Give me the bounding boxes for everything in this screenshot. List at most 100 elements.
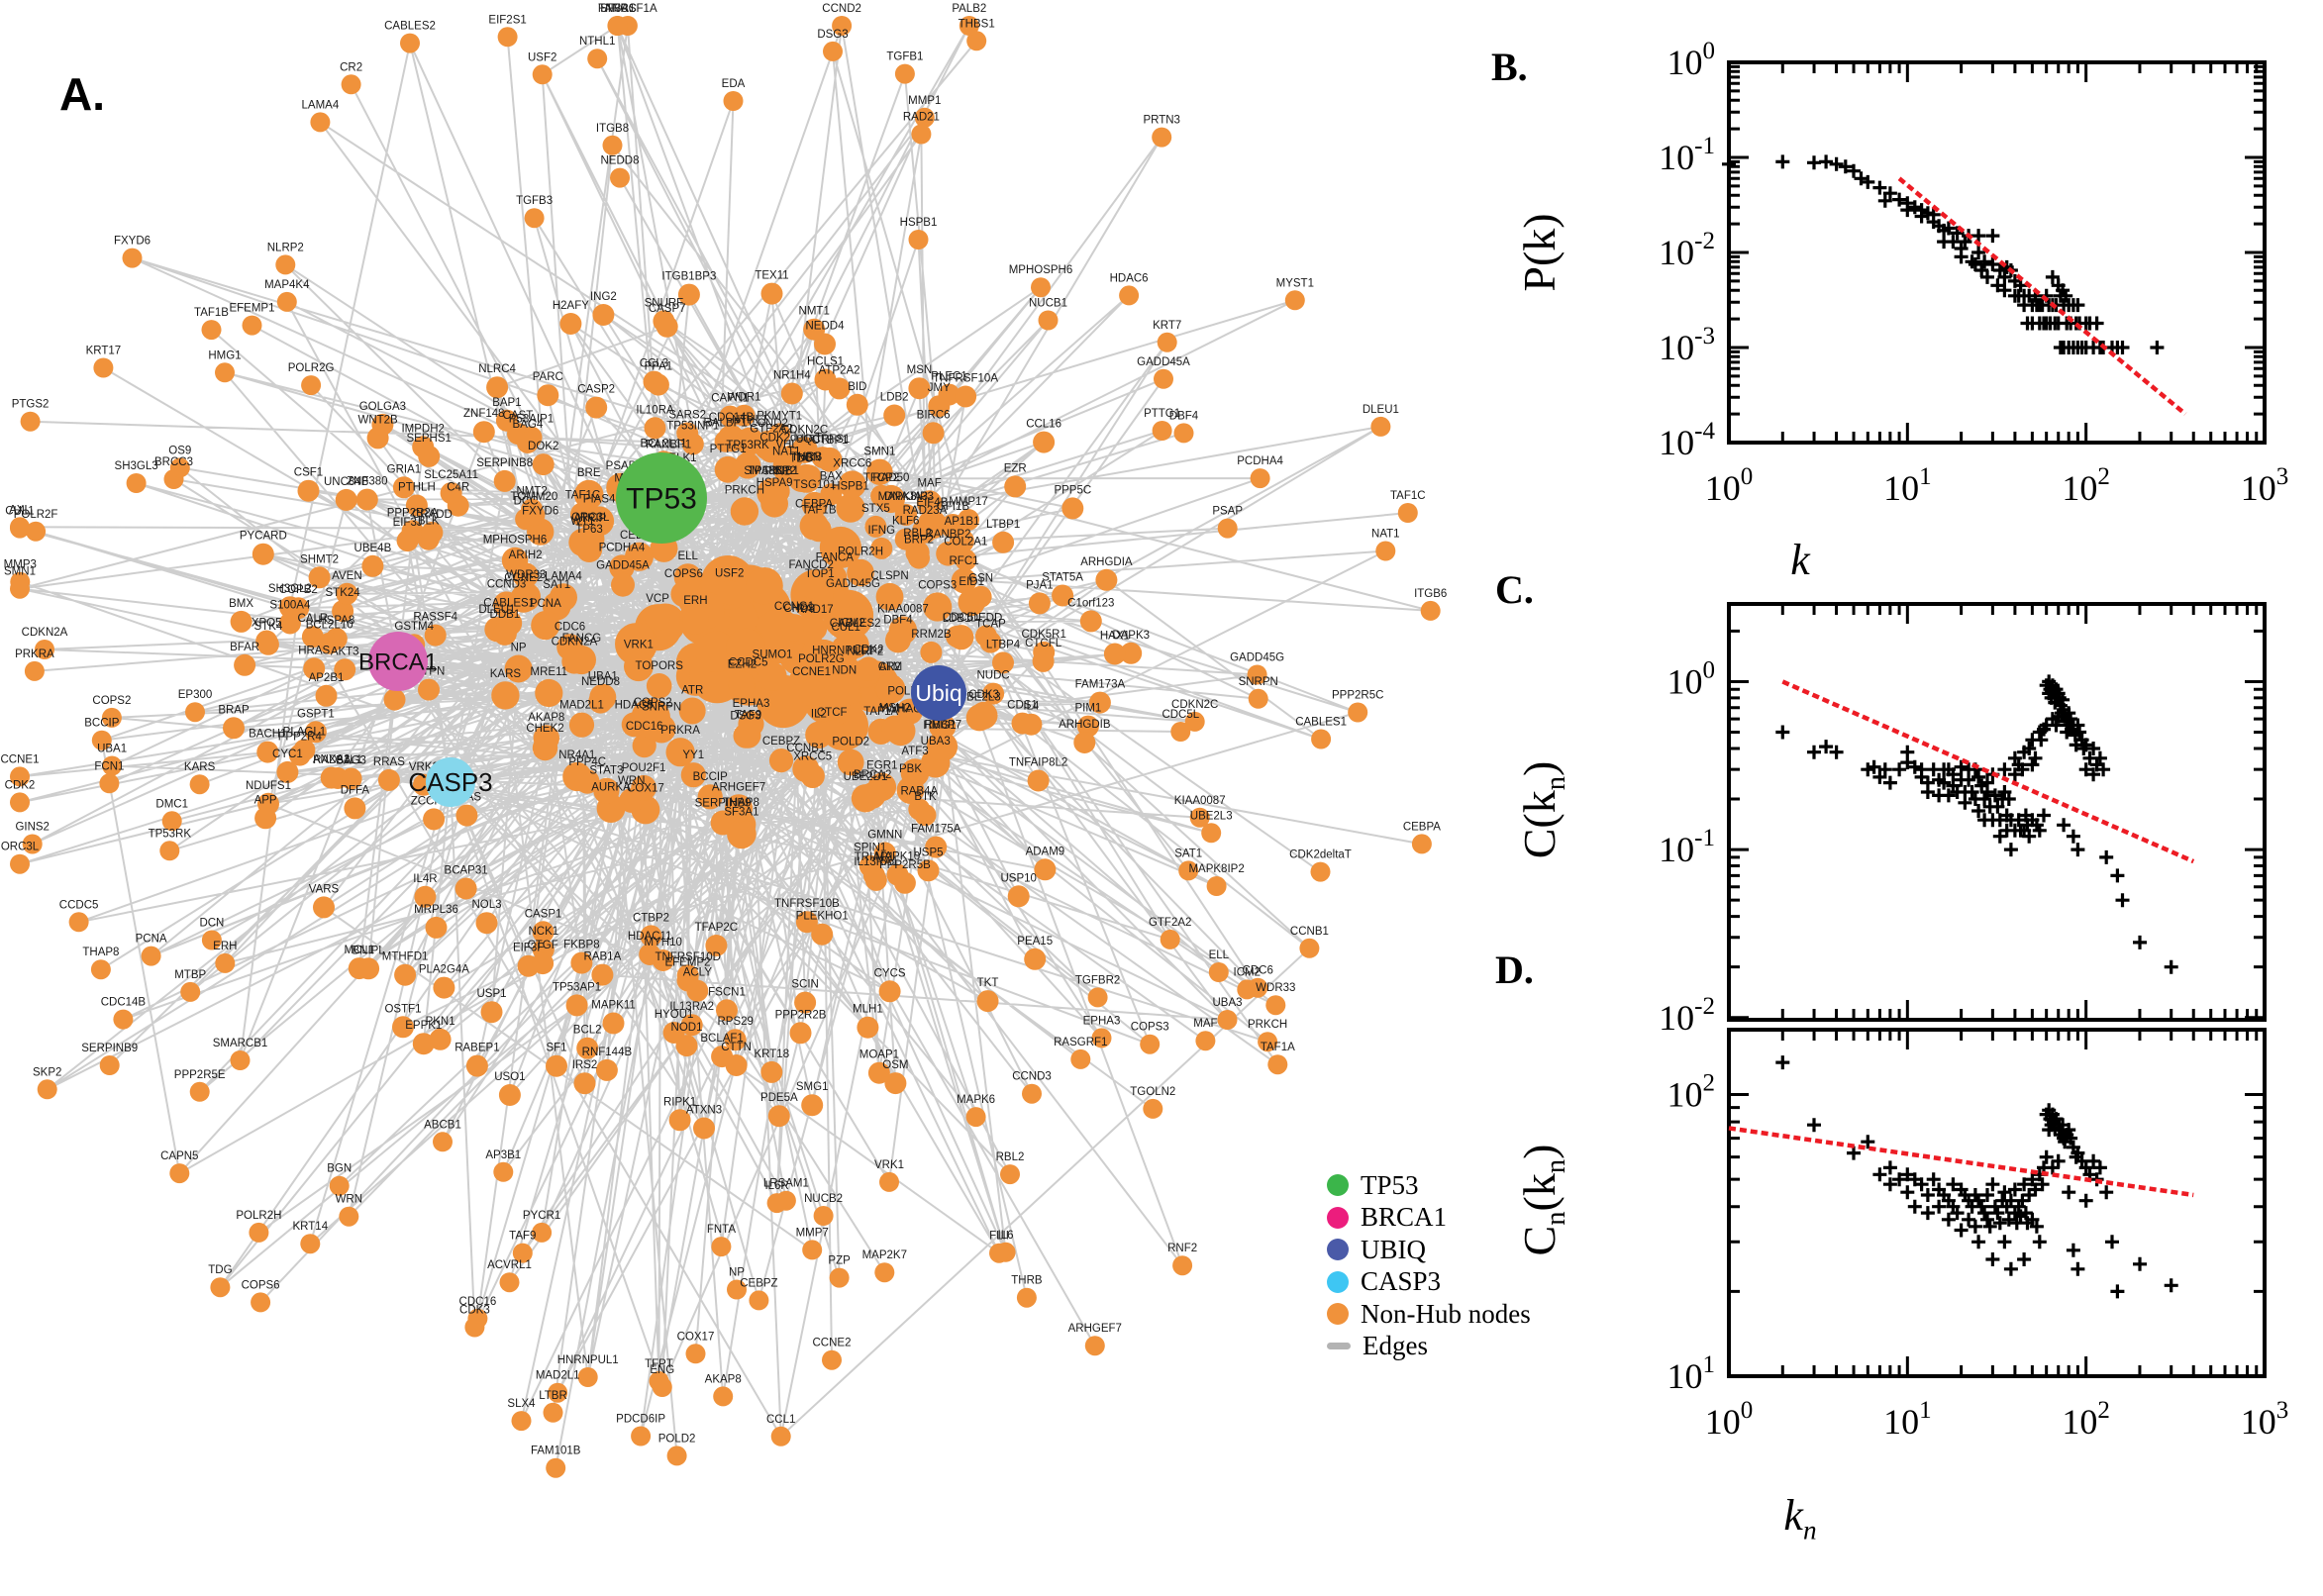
gene-label: DSG3 [817,29,848,41]
gene-label: NR4A1 [558,749,595,761]
network-node [1079,610,1102,633]
gene-label: SH3GL2 [268,583,312,595]
network-node [925,836,948,858]
network-node [498,1084,521,1106]
gene-label: THAP8 [723,797,759,809]
network-node [1152,421,1172,441]
network-node [20,411,41,432]
network-node [512,1243,533,1263]
gene-label: GSN [968,573,993,585]
gene-label: COPS3 [918,579,957,591]
network-node [335,488,357,511]
legend-node-swatch [1327,1206,1349,1229]
network-node [908,377,931,400]
gene-label: MRPL36 [414,904,458,916]
gene-label: GADD45G [826,578,880,590]
scatter-points [1775,674,2178,974]
gene-label: NOD1 [671,1022,703,1034]
gene-label: EDA [722,78,746,90]
gene-label: VRK1 [624,639,654,650]
gene-label: APP [254,794,277,806]
gene-label: CASP7 [649,303,686,315]
network-node [725,1054,748,1076]
gene-label: MTHFD1 [382,951,429,963]
gene-label: STX5 [861,503,890,515]
gene-label: VHL [775,440,798,451]
network-node [531,611,560,641]
gene-label: EPPK1 [405,1020,442,1032]
gene-label: EIF3J [393,517,423,529]
gene-label: SMARCB1 [744,465,799,477]
network-node [1173,423,1194,444]
network-node [568,712,595,738]
gene-label: FSCN1 [708,986,746,998]
network-node [1027,769,1050,792]
gene-label: GSTM4 [394,621,434,633]
gene-label: HRAS [298,645,330,656]
gene-label: ARHGEF7 [712,781,765,793]
network-node [917,510,948,540]
gene-label: DFFA [341,784,370,796]
gene-label: DBF4 [883,615,913,627]
network-node [1172,1255,1193,1276]
network-node [201,320,222,341]
gene-label: SUMO1 [753,649,793,661]
hub-brca1: BRCA1 [358,632,438,691]
network-node [293,739,316,761]
gene-label: CDC5L [943,612,980,624]
gene-label: NMT1 [799,306,830,318]
network-node [313,896,335,919]
gene-label: LRSAM1 [763,1178,809,1190]
network-node [1265,995,1286,1016]
legend-item: Edges [1327,1331,1531,1363]
legend-node-swatch [1327,1239,1349,1261]
gene-label: PALB2 [952,3,986,15]
network-node [864,515,887,538]
gene-label: SARS2 [668,410,706,422]
network-node [914,804,937,827]
network-node [936,542,960,566]
network-node [532,735,558,761]
network-node [189,1081,210,1102]
network-node [577,1367,598,1387]
gene-label: KARS [490,668,522,680]
gene-label: PLEC1 [931,371,966,383]
gene-label: OSTF1 [384,1003,421,1015]
gene-label: LTBR [539,1390,567,1402]
gene-label: PPP2R4 [278,732,323,744]
network-node [866,458,893,485]
gene-label: DBF4 [1169,410,1199,422]
gene-label: MYH10 [645,937,682,948]
network-node [1217,1010,1238,1030]
gene-label: CTGF [527,940,557,951]
gene-label: MAPK8IP3 [878,491,934,503]
gene-label: STAT5A [1042,572,1083,584]
network-node [796,464,822,490]
hub-ubiq: Ubiq [911,665,966,721]
gene-label: TFCP2 [863,472,899,484]
network-node [920,641,943,663]
gene-label: MRE11 [531,666,568,678]
gene-label: SHMT2 [300,553,339,565]
network-node [678,697,706,725]
network-node [1103,643,1126,665]
network-node [159,841,180,861]
gene-label: PEA15 [1017,936,1053,948]
gene-label: CR2 [340,61,362,73]
network-node [592,304,615,326]
gene-label: PIN1 [765,466,791,478]
gene-label: CDK5R1 [1022,629,1066,641]
axis-tick-label: 101 [1883,463,1932,508]
network-node [811,447,834,469]
network-node [813,1206,834,1226]
network-node [424,624,447,647]
axis-tick-label: 101 [1883,1397,1932,1442]
gene-label: MAF [1193,1018,1217,1030]
network-node [24,660,45,681]
network-node [799,511,829,541]
network-node [607,16,628,36]
network-node [141,946,161,966]
gene-label: CCNB1 [1290,926,1329,938]
gene-label: KLF6 [892,516,920,528]
